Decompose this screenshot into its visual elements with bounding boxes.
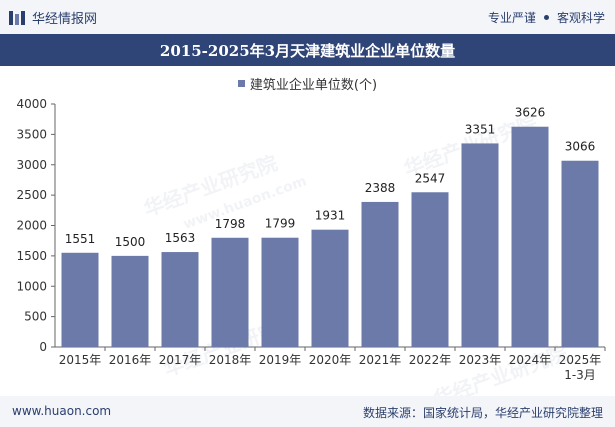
footer: www.huaon.com 数据来源：国家统计局，华经产业研究院整理 [0, 396, 615, 427]
data-label: 2547 [415, 171, 446, 185]
x-tick-label: 2020年 [309, 353, 352, 367]
x-tick-label: 2018年 [209, 353, 252, 367]
data-label: 3351 [465, 122, 496, 136]
y-tick-label: 2000 [16, 219, 47, 233]
y-tick-label: 2500 [16, 188, 47, 202]
x-tick-label: 2025年 1-3月 [559, 353, 602, 382]
bar [111, 255, 149, 347]
y-tick-label: 3500 [16, 127, 47, 141]
data-label: 1799 [265, 217, 296, 231]
bar [311, 229, 349, 347]
bar [561, 160, 599, 347]
x-tick-label: 2019年 [259, 353, 302, 367]
title-bar: 2015-2025年3月天津建筑业企业单位数量 [0, 34, 615, 66]
data-label: 1563 [165, 231, 196, 245]
tagline: 专业严谨 客观科学 [488, 9, 605, 26]
y-tick-label: 1500 [16, 249, 47, 263]
data-label: 1798 [215, 217, 246, 231]
bar [211, 237, 249, 347]
footer-url[interactable]: www.huaon.com [12, 404, 112, 418]
x-tick-label: 2021年 [359, 353, 402, 367]
bar [61, 252, 99, 347]
data-label: 1551 [65, 232, 96, 246]
data-label: 3626 [515, 106, 546, 120]
bar-chart: 0 500 1000 1500 2000 2500 3000 3500 4000 1551 2015… [16, 97, 606, 382]
x-tick-label: 2023年 [459, 353, 502, 367]
data-label: 1931 [315, 209, 346, 223]
dot-icon [543, 15, 549, 20]
legend-label: 建筑业企业单位数(个) [249, 78, 378, 93]
logo: 华经情报网 [8, 8, 97, 27]
x-tick-label: 2024年 [509, 353, 552, 367]
x-tick-label: 2017年 [159, 353, 202, 367]
top-bar: 华经情报网 专业严谨 客观科学 [0, 0, 615, 34]
y-tick-label: 0 [39, 340, 47, 354]
bar [461, 143, 499, 347]
bar [511, 126, 549, 348]
bar [161, 252, 199, 347]
bar [411, 192, 449, 347]
tagline-left: 专业严谨 [487, 11, 536, 25]
legend-swatch [237, 80, 245, 87]
logo-text: 华经情报网 [32, 12, 98, 27]
chart-title: 2015-2025年3月天津建筑业企业单位数量 [159, 42, 456, 60]
data-label: 3066 [565, 140, 596, 154]
logo-icon [9, 10, 25, 25]
x-tick-label: 2015年 [59, 353, 102, 367]
y-tick-label: 500 [24, 310, 47, 324]
y-tick-label: 3000 [16, 158, 47, 172]
tagline-right: 客观科学 [556, 11, 605, 25]
data-label: 2388 [365, 181, 396, 195]
bar [361, 201, 399, 347]
bar [261, 237, 299, 347]
footer-source: 数据来源：国家统计局，华经产业研究院整理 [362, 406, 603, 420]
y-tick-label: 4000 [16, 97, 47, 111]
x-tick-label: 2016年 [109, 353, 152, 367]
data-label: 1500 [115, 235, 146, 249]
x-tick-label: 2022年 [409, 353, 452, 367]
legend: 建筑业企业单位数(个) [0, 74, 615, 93]
y-tick-label: 1000 [16, 279, 47, 293]
